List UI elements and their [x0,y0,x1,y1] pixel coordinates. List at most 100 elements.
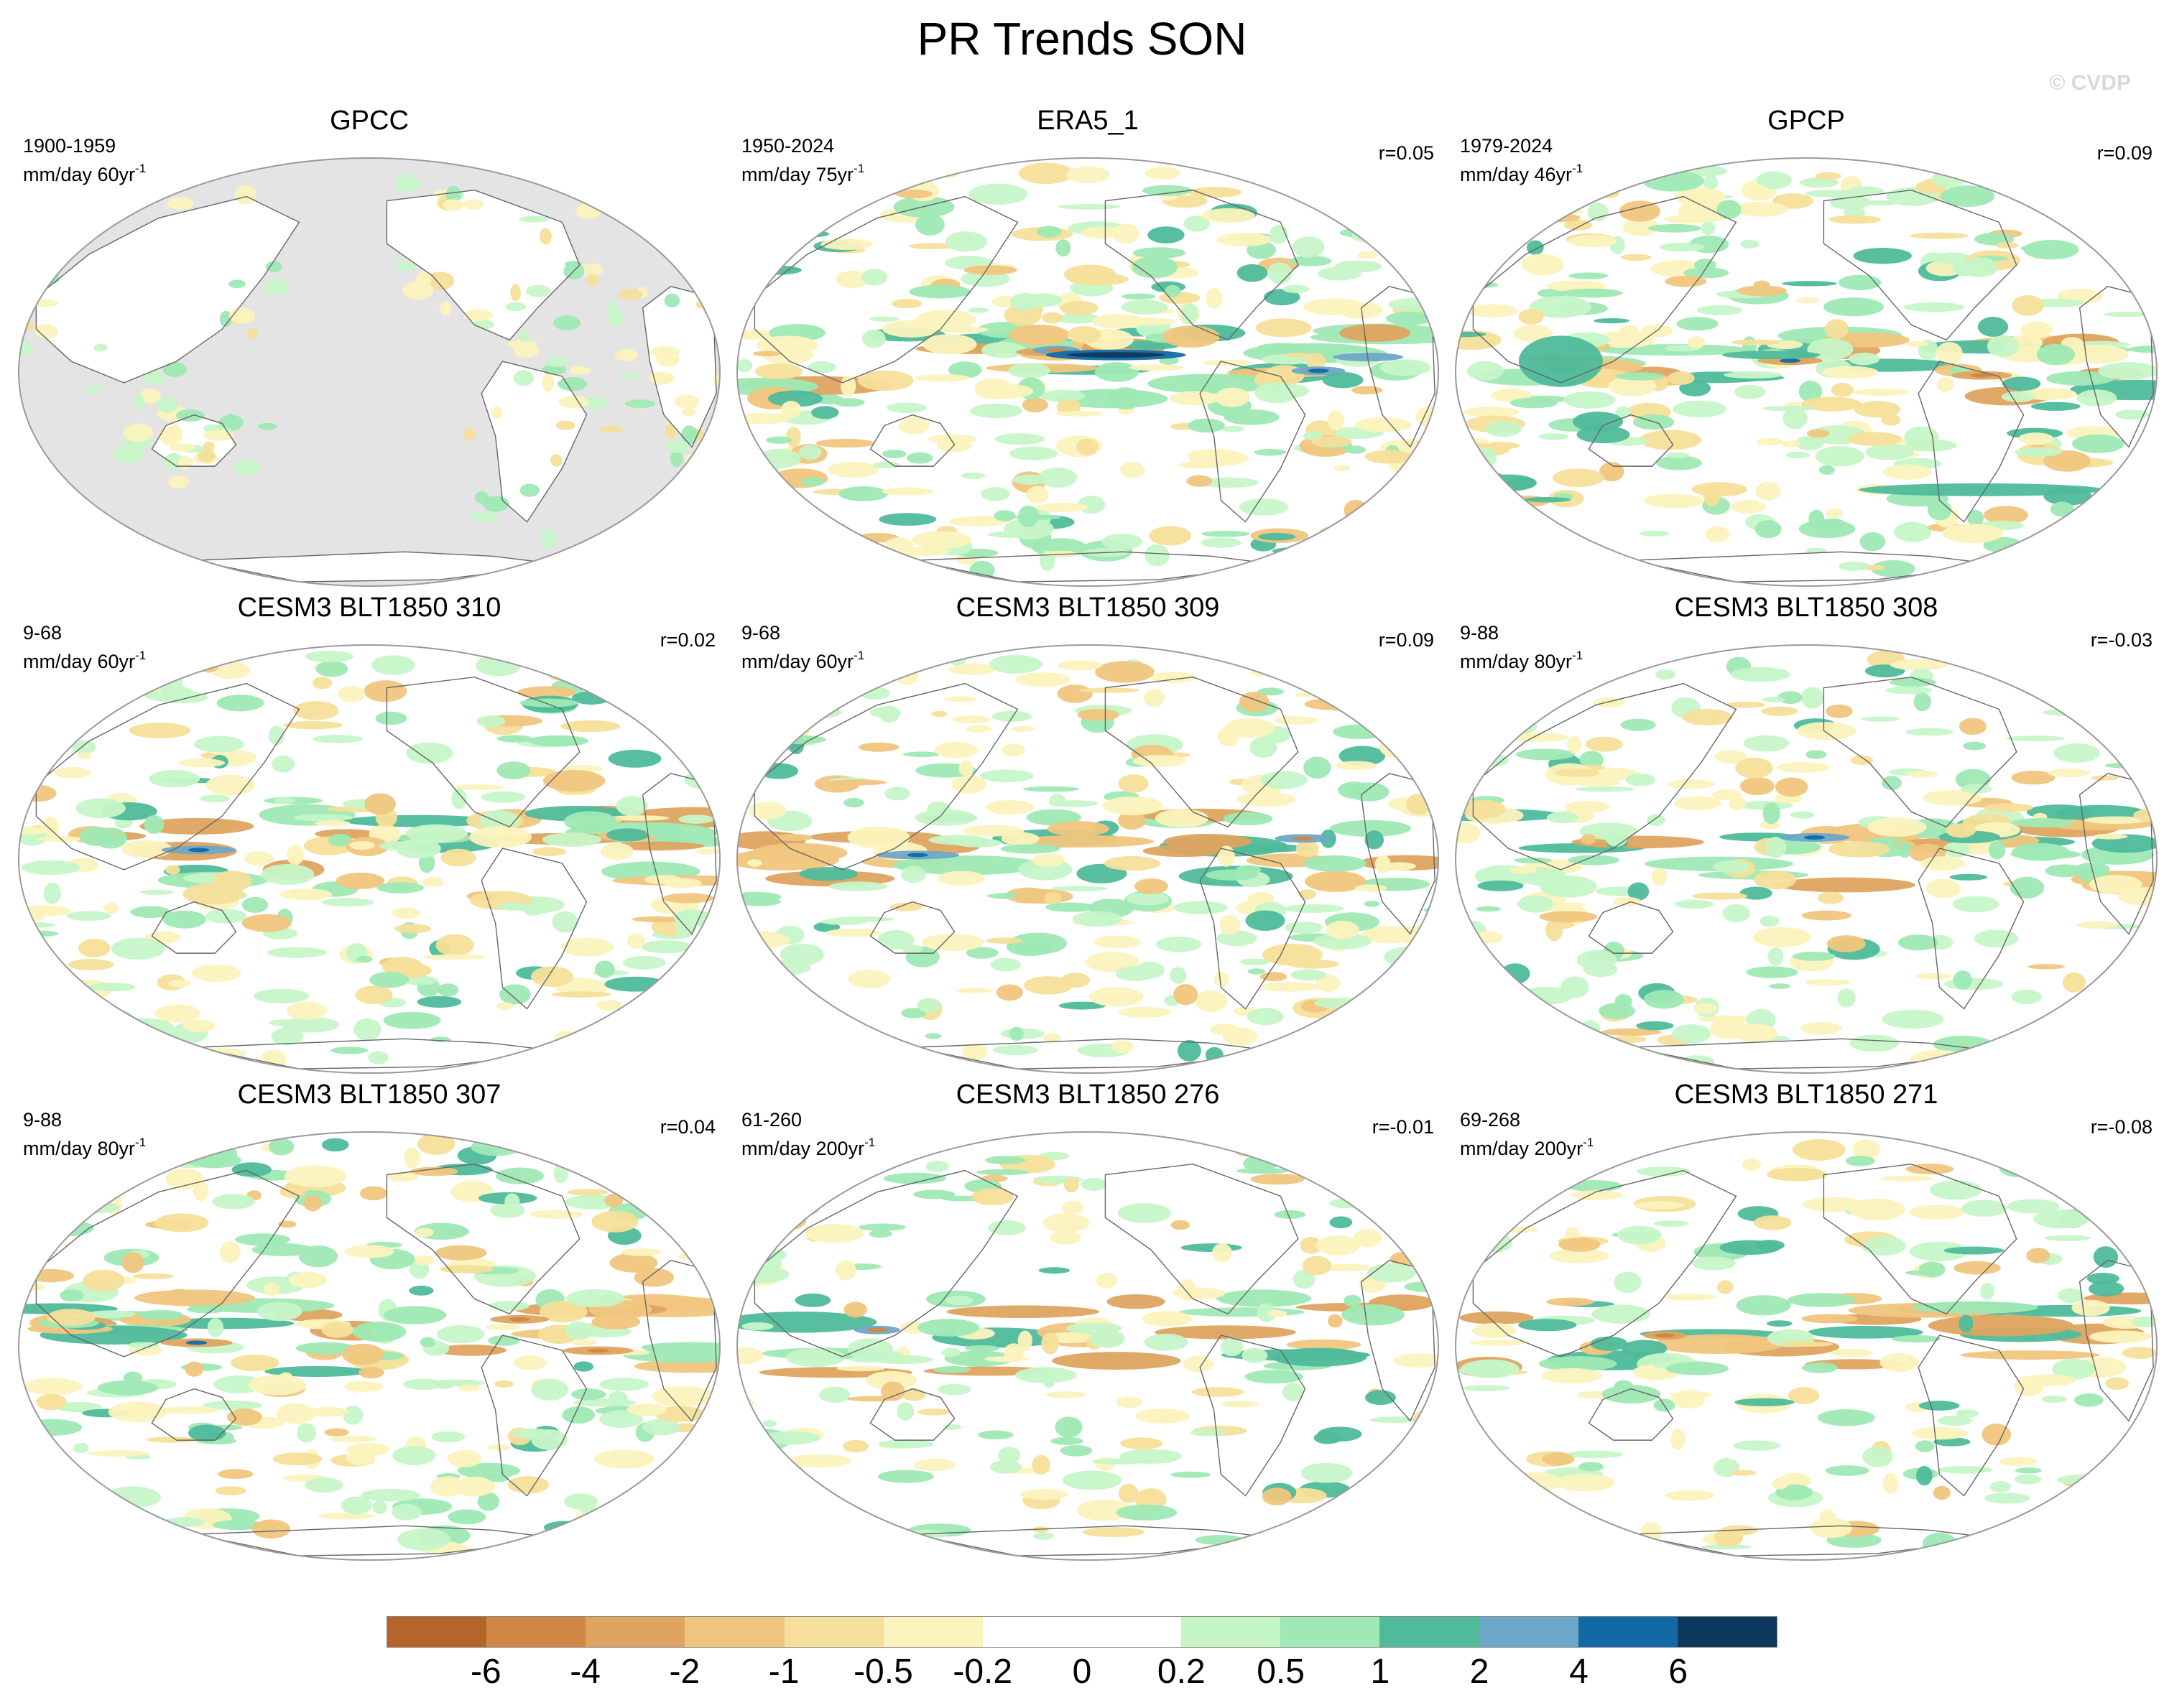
trend-contour [1293,1269,1315,1289]
trend-contour [2027,964,2065,970]
trend-contour [1913,692,1931,712]
trend-contour [958,760,974,776]
trend-contour [869,1230,892,1238]
trend-contour [1216,930,1257,947]
trend-contour [933,1366,971,1373]
trend-contour [760,1431,820,1445]
trend-contour [517,686,576,699]
trend-contour [185,1361,204,1377]
trend-contour [1096,1272,1118,1289]
trend-contour [1507,1046,1570,1057]
trend-contour [1267,1309,1287,1317]
trend-contour [305,650,353,663]
trend-contour [1617,1225,1662,1245]
trend-contour [1838,561,1870,571]
trend-contour [1668,371,1695,385]
trend-contour [435,934,474,957]
map-field [19,645,720,1073]
coastline [1472,195,1737,384]
trend-contour [1135,961,1165,979]
trend-contour [1050,1437,1083,1445]
trend-contour [2020,1052,2052,1065]
trend-contour [2071,1299,2110,1317]
trend-contour [863,1146,914,1156]
trend-contour [1320,1263,1374,1271]
trend-contour [1542,1452,1574,1466]
trend-contour [1456,481,1500,489]
trend-contour [1060,300,1099,316]
trend-contour [2048,768,2091,778]
trend-contour [423,954,486,960]
trend-contour [1647,223,1702,233]
trend-contour [504,1193,520,1210]
trend-contour [1692,892,1748,900]
trend-contour [1730,1470,1757,1476]
trend-contour [1458,1454,1480,1464]
trend-contour [1147,226,1185,243]
trend-contour [737,1034,762,1054]
trend-contour [1590,1336,1628,1351]
trend-contour [1865,444,1914,460]
trend-contour [286,845,304,865]
trend-contour [1102,796,1163,816]
trend-contour [1014,1367,1077,1383]
trend-contour [1828,841,1890,858]
trend-contour [922,934,984,952]
trend-contour [267,947,328,958]
trend-contour [1826,935,1866,952]
trend-contour [288,1271,327,1289]
trend-contour [312,677,333,690]
trend-contour [265,261,282,273]
trend-contour [1497,1017,1546,1033]
trend-contour [1762,802,1780,825]
colorbar-swatch [685,1617,785,1647]
trend-contour [269,1138,295,1156]
trend-contour [284,1165,347,1187]
trend-contour [1313,1431,1342,1444]
trend-contour [129,723,191,738]
trend-contour [1374,855,1391,874]
trend-contour [1095,661,1155,683]
trend-contour [866,1327,888,1332]
coastline [869,901,956,954]
trend-contour [19,673,67,684]
trend-contour [1463,1385,1510,1391]
trend-contour [1830,1348,1873,1357]
trend-contour [1714,1527,1744,1548]
panel-title: CESM3 BLT1850 276 [956,1080,1220,1110]
trend-contour [849,1355,892,1363]
trend-contour [67,911,111,921]
coastline [1588,1388,1674,1441]
trend-contour [1032,853,1065,867]
trend-contour [1405,794,1432,815]
trend-contour [1520,552,1549,560]
trend-contour [907,853,928,858]
trend-contour [2114,1175,2147,1184]
trend-contour [518,330,531,343]
trend-contour [1742,1159,1762,1171]
trend-contour [877,930,915,950]
trend-contour [315,829,377,839]
trend-contour [1038,468,1078,488]
trend-contour [782,529,810,537]
trend-contour [925,1033,942,1039]
trend-contour [1344,1503,1364,1515]
trend-contour [673,909,713,927]
trend-contour [1236,264,1268,282]
trend-contour [2104,762,2150,769]
panel-units-text: mm/day 60yr [23,164,136,185]
trend-contour [1464,304,1518,317]
trend-contour [1215,387,1250,407]
trend-contour [2057,1288,2084,1304]
colorbar-tick-label: -0.2 [953,1653,1013,1691]
trend-contour [845,1158,866,1179]
trend-contour [1471,531,1524,543]
coastline [1588,901,1674,954]
trend-contour [795,1293,831,1307]
trend-contour [737,358,753,373]
trend-contour [1050,886,1108,891]
trend-contour [1509,397,1558,409]
panel-units: mm/day 80yr-1 [23,1132,146,1161]
trend-contour [528,735,588,747]
trend-contour [873,461,901,469]
